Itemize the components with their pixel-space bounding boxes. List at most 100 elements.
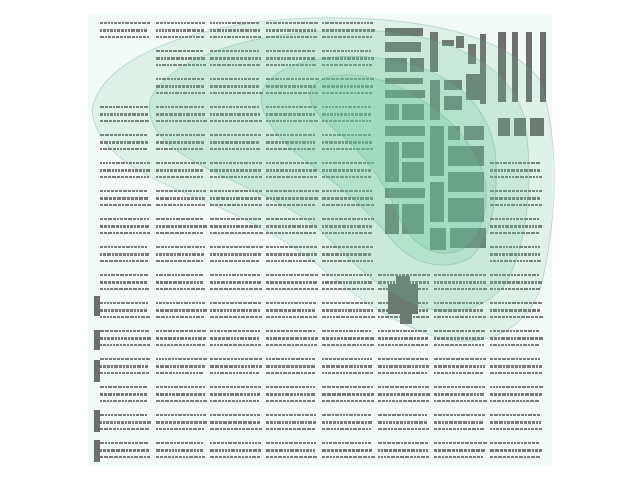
building [313,281,317,284]
building [512,400,515,402]
building [360,302,363,304]
building [329,225,333,228]
building [156,218,160,220]
building [437,316,441,318]
building [378,442,382,444]
building [167,57,170,60]
building [243,372,245,374]
building [140,162,143,164]
building [499,414,501,416]
building [382,372,385,374]
building [111,372,114,374]
building [294,246,298,248]
building [156,414,159,416]
building [214,162,218,164]
building [490,344,492,346]
building [355,232,358,234]
building [226,337,230,340]
building [256,78,259,80]
building [279,309,283,312]
building [525,176,528,178]
building [442,428,445,430]
building [259,120,262,122]
building [275,78,279,80]
building [114,246,117,248]
building [167,176,170,178]
building [300,85,303,88]
building [161,449,164,452]
building [490,246,494,248]
building [266,330,269,332]
building [398,449,401,452]
building [536,421,538,424]
building [128,337,130,340]
building [294,442,298,444]
building [326,337,329,340]
building [171,176,175,178]
building [210,120,213,122]
building [107,372,110,374]
building [370,197,373,200]
building [229,372,232,374]
building [181,134,184,136]
building [363,393,366,396]
building [284,449,286,452]
building [335,22,338,24]
building [299,365,302,368]
building [196,190,199,192]
building [183,456,185,458]
building [369,330,371,332]
building [184,197,186,200]
building [266,386,269,388]
large-building [385,58,407,72]
building [330,260,333,262]
building [192,246,194,248]
building [345,309,347,312]
building [346,372,348,374]
building [270,421,273,424]
building [274,393,277,396]
building [182,85,185,88]
building [174,148,176,150]
building [539,316,543,318]
building [350,246,353,248]
building [461,442,464,444]
building [289,421,291,424]
building [292,197,295,200]
building [278,456,282,458]
building [165,85,168,88]
building [234,260,237,262]
building [340,57,343,60]
building [219,169,221,172]
building [195,148,198,150]
building [521,393,524,396]
building [361,204,365,206]
building [238,260,241,262]
building [266,218,270,220]
building [108,393,112,396]
building [243,64,246,66]
building [100,22,103,24]
building [332,414,334,416]
building [518,162,522,164]
building [121,106,123,108]
building [271,365,273,368]
building [100,302,103,304]
building [210,218,214,220]
building [361,169,364,172]
building [434,421,437,424]
building [282,428,284,430]
building [233,316,237,318]
building [250,134,253,136]
building [133,176,135,178]
building [232,22,236,24]
building [247,64,251,66]
building [210,281,213,284]
building [274,246,276,248]
building [197,344,201,346]
building [222,386,225,388]
building [229,260,233,262]
building [421,344,424,346]
building [473,281,476,284]
